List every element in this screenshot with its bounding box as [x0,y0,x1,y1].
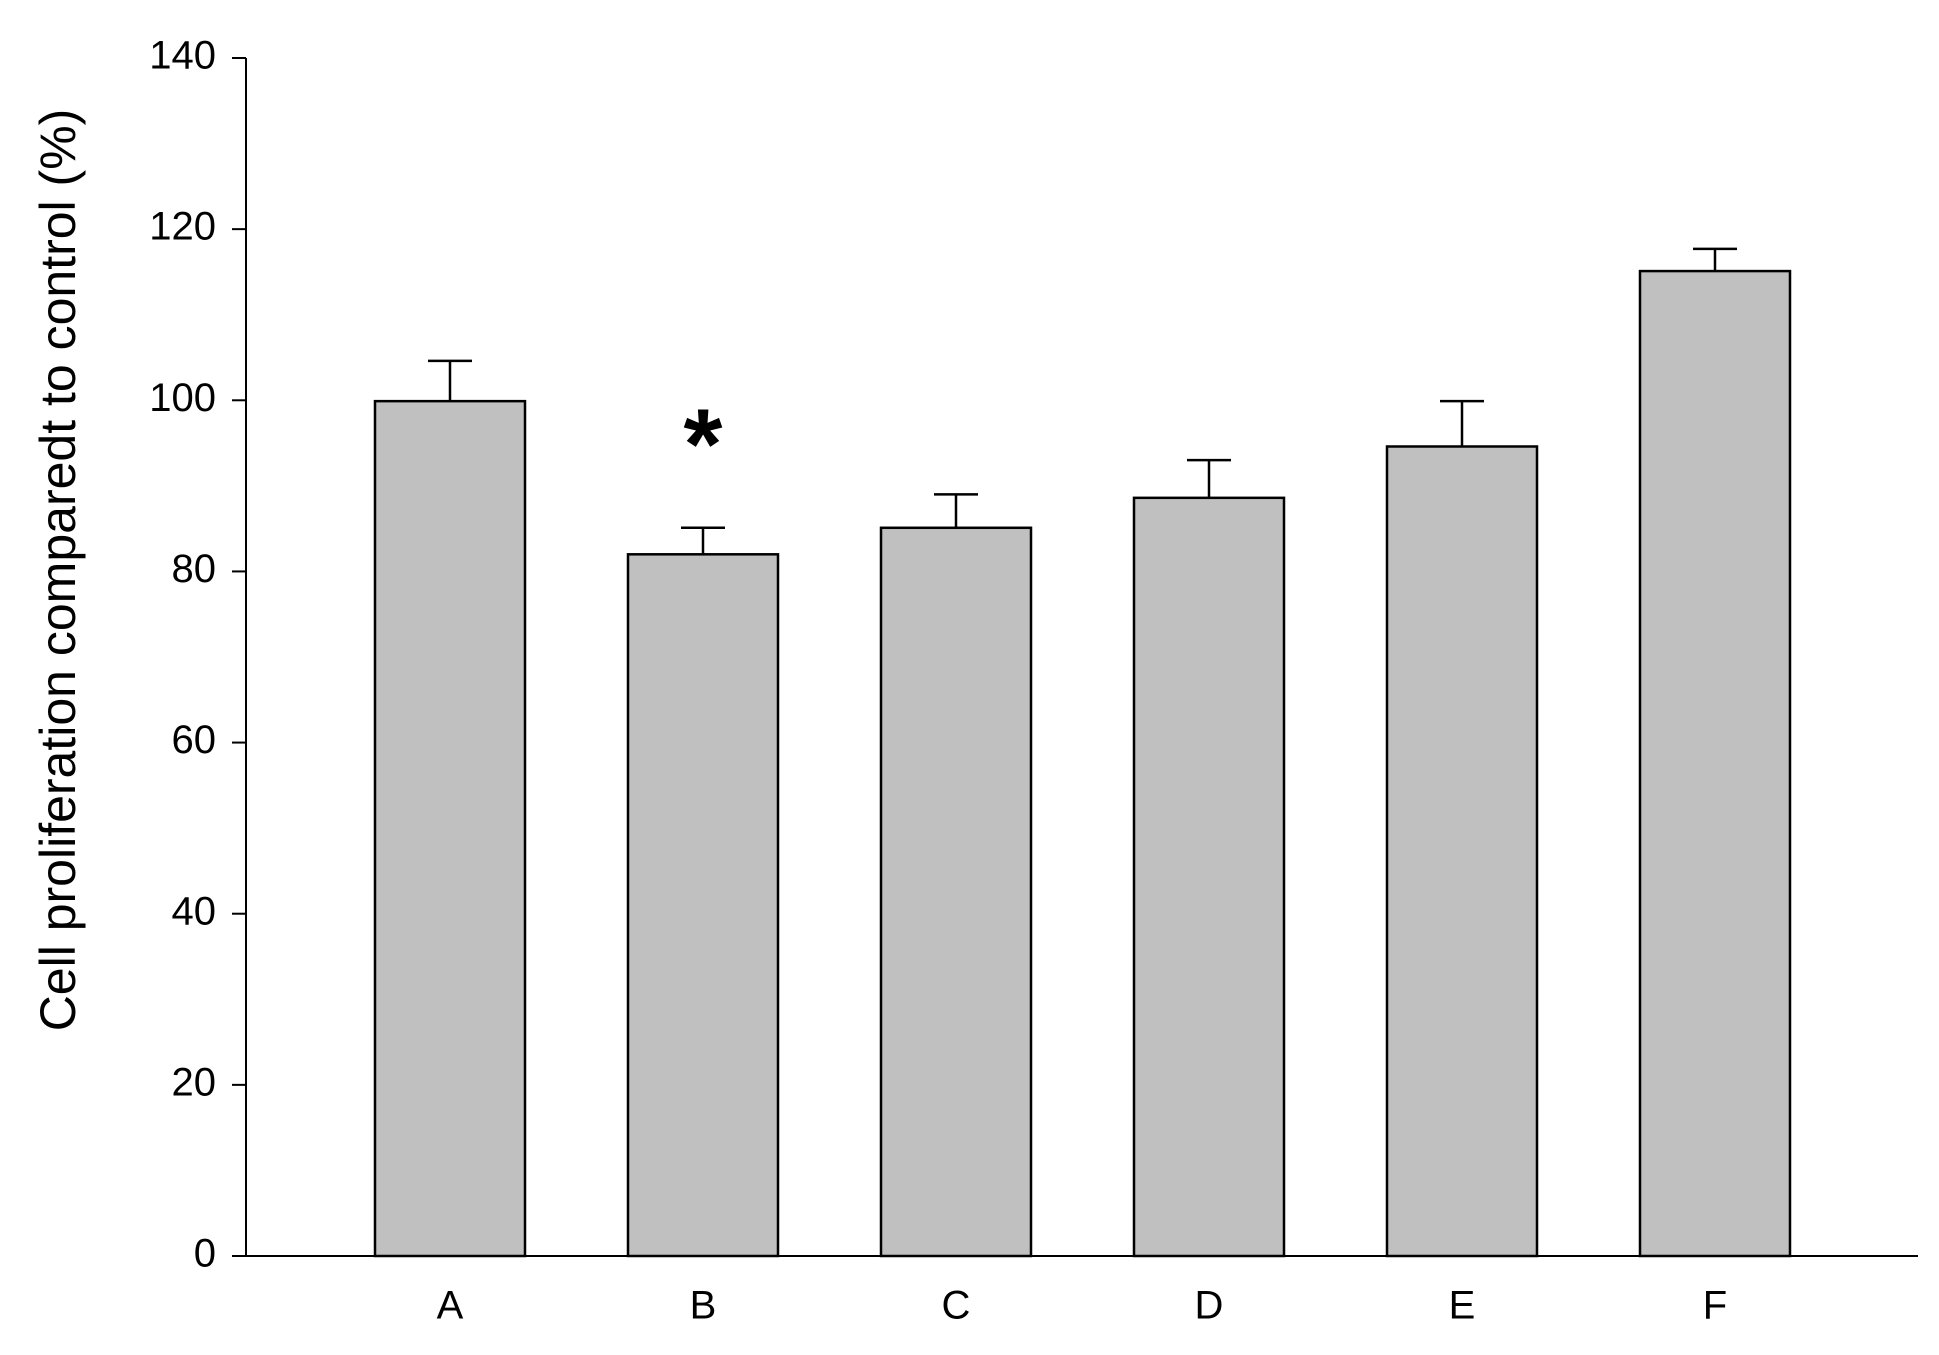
y-tick-label: 80 [172,547,217,591]
y-tick-label: 60 [172,718,217,762]
y-tick-label: 120 [149,205,216,249]
x-tick-label: D [1195,1284,1224,1328]
y-tick-label: 0 [194,1232,216,1276]
bar [626,553,780,1258]
bar [373,399,527,1258]
x-tick-label: F [1703,1284,1727,1328]
x-tick-label: B [690,1284,717,1328]
y-axis-label: Cell proliferation comparedt to control … [30,109,86,1032]
annotation: * [684,388,723,500]
y-tick-label: 100 [149,376,216,420]
bar [879,526,1033,1258]
bar [1385,445,1539,1258]
bar [1638,269,1792,1258]
y-tick-label: 20 [172,1060,217,1104]
x-tick-label: C [942,1284,971,1328]
x-tick-label: A [437,1284,464,1328]
y-tick-label: 40 [172,889,217,933]
x-tick-label: E [1449,1284,1476,1328]
bar [1132,496,1286,1258]
y-tick-label: 140 [149,34,216,78]
